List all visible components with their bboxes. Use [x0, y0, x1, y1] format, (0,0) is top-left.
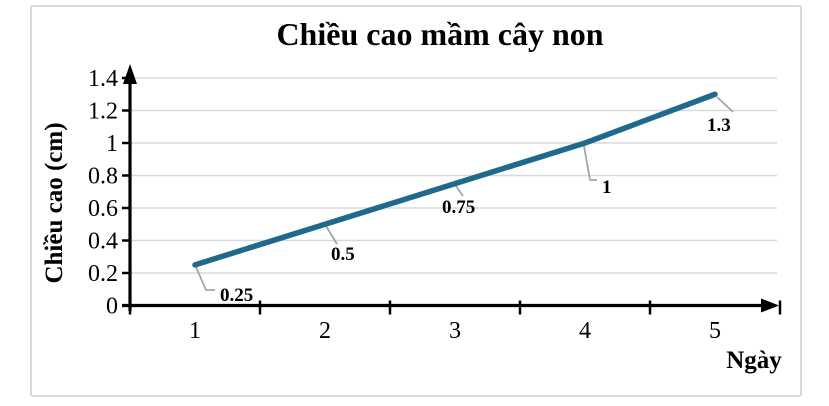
x-tick-label: 2 — [319, 318, 331, 344]
data-label: 0.25 — [220, 285, 253, 306]
data-label: 1.3 — [707, 115, 731, 136]
y-tick-label: 1.2 — [88, 99, 118, 125]
y-tick-label: 0 — [106, 294, 118, 320]
x-tick-label: 3 — [449, 318, 461, 344]
data-label-leader-lines — [195, 96, 734, 291]
data-label-leader-line — [455, 185, 464, 197]
data-label: 1 — [602, 177, 612, 198]
series-line — [192, 91, 718, 268]
series-layer — [192, 91, 718, 268]
chart-border — [30, 5, 802, 397]
y-tick-label: 0.2 — [88, 261, 118, 287]
x-tick-label: 5 — [709, 318, 721, 344]
y-axis-title: Chiều cao (cm) — [41, 122, 68, 283]
x-axis-arrowhead-icon — [761, 298, 779, 313]
data-label-leader-line — [716, 96, 734, 113]
y-tick-label: 0.4 — [88, 229, 118, 255]
y-tick-labels: 0 0.2 0.4 0.6 0.8 1 1.2 1.4 — [88, 66, 118, 320]
x-tick-labels: 1 2 3 4 5 — [189, 318, 721, 344]
x-tick-label: 4 — [579, 318, 591, 344]
data-label-leader-line — [325, 225, 338, 245]
y-axis-arrowhead-icon — [123, 64, 137, 84]
data-label: 0.5 — [331, 244, 355, 265]
data-label-leader-line — [583, 145, 597, 181]
chart-title: Chiều cao mầm cây non — [276, 16, 603, 52]
x-tick-label: 1 — [189, 318, 201, 344]
x-axis-title: Ngày — [726, 347, 782, 374]
y-tick-label: 1 — [106, 131, 118, 157]
data-label-leader-line — [195, 266, 215, 291]
axes — [122, 64, 779, 313]
y-tick-label: 1.4 — [88, 66, 118, 92]
y-tick-label: 0.8 — [88, 164, 118, 190]
data-labels: 0.25 0.5 0.75 1 1.3 — [220, 115, 731, 306]
tick-marks — [122, 76, 782, 315]
data-label: 0.75 — [442, 197, 475, 218]
y-tick-label: 0.6 — [88, 196, 118, 222]
gridlines — [130, 77, 777, 274]
